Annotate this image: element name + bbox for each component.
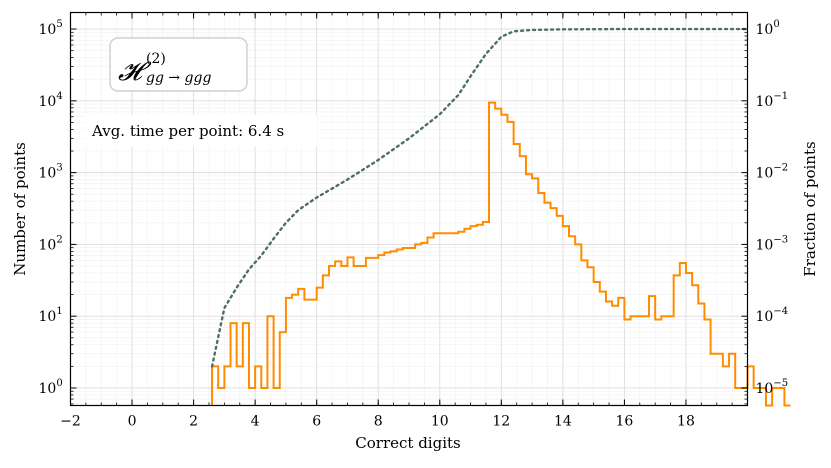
y-tick-label-left: 103 [39,163,63,182]
x-tick-label: 10 [431,414,449,430]
avg-time-annotation: Avg. time per point: 6.4 s [91,122,284,140]
process-label-sub: gg → ggg [146,70,211,86]
x-tick-label: 0 [128,414,137,430]
y-tick-label-right: 10−4 [756,306,789,325]
x-tick-label: 16 [615,414,633,430]
y-tick-label-right: 10−2 [756,163,789,182]
x-tick-label: 4 [251,414,260,430]
process-label-box: 𝓗 (2) gg → ggg [109,37,248,92]
x-tick-label: 14 [554,414,572,430]
y-axis-title-left: Number of points [11,142,29,276]
x-tick-label: 6 [312,414,321,430]
avg-time-background [85,115,317,147]
process-label-sup: (2) [146,51,166,67]
y-tick-label-left: 101 [39,306,63,325]
x-tick-label: −2 [60,414,81,430]
y-tick-label-right: 10−3 [756,234,789,253]
y-tick-label-right: 10−5 [756,378,789,397]
y-axis-title-right: Fraction of points [801,141,819,276]
x-tick-label: 2 [189,414,198,430]
y-tick-label-left: 105 [39,19,63,38]
x-tick-label: 8 [374,414,383,430]
x-tick-label: 12 [492,414,510,430]
y-tick-label-right: 100 [756,19,780,38]
y-tick-label-left: 104 [39,91,63,110]
x-axis-title: Correct digits [355,434,460,452]
y-tick-label-left: 100 [39,378,63,397]
ticks: −2 0 2 4 6 8 10 12 14 16 18 100 101 102 103 104 105 10−5 1… [39,12,789,430]
series-cumulative-line [210,27,749,368]
y-tick-label-right: 10−1 [756,91,789,110]
process-label-frame [109,37,248,92]
series-histogram-line [211,101,791,407]
x-tick-label: 18 [677,414,695,430]
plot-area [210,27,791,407]
y-tick-label-left: 102 [39,234,63,253]
